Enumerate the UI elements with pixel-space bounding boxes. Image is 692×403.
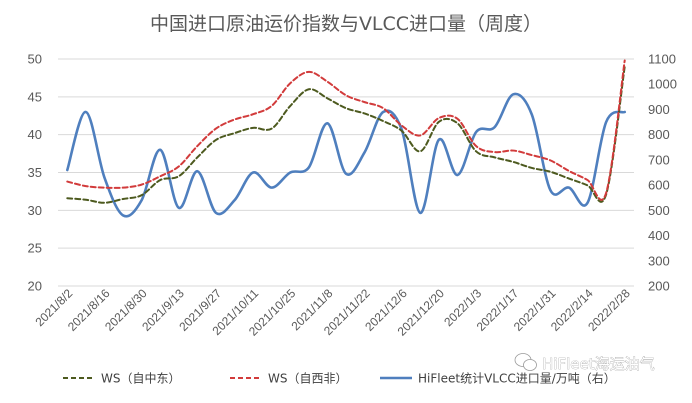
left-tick-label: 45 [28, 89, 42, 104]
right-tick-label: 1000 [648, 77, 677, 92]
left-tick-label: 40 [28, 127, 42, 142]
series-line-2 [65, 92, 627, 218]
right-tick-label: 1100 [648, 52, 676, 67]
watermark-text: HiFleet海运油气 [542, 355, 655, 373]
right-tick-label: 700 [648, 152, 670, 167]
series-line-1 [66, 59, 626, 201]
right-tick-label: 800 [648, 127, 670, 142]
right-tick-label: 500 [648, 203, 670, 218]
legend-label-2: HiFleet统计VLCC进口量/万吨（右） [418, 371, 616, 386]
right-axis-ticks: 200 300 400 500 600 700 800 900 1000 1100 [648, 52, 677, 294]
chart-title: 中国进口原油运价指数与VLCC进口量（周度） [150, 13, 542, 35]
legend-label-0: WS（自中东） [101, 371, 180, 386]
gridlines [58, 58, 634, 287]
right-tick-label: 300 [648, 253, 670, 268]
left-tick-label: 30 [28, 203, 42, 218]
right-tick-label: 200 [648, 279, 670, 294]
legend-label-1: WS（自西非） [268, 372, 347, 386]
legend: WS（自中东） WS（自西非） HiFleet统计VLCC进口量/万吨（右） [63, 371, 616, 386]
left-tick-label: 35 [28, 165, 42, 180]
watermark: HiFleet海运油气 [514, 353, 655, 373]
wechat-icon [514, 353, 537, 371]
right-tick-label: 600 [648, 178, 670, 193]
right-tick-label: 400 [648, 228, 670, 243]
left-tick-label: 50 [28, 52, 42, 67]
right-tick-label: 900 [648, 102, 670, 117]
series-layer [65, 59, 627, 218]
left-axis-ticks: 20 25 30 35 40 45 50 [28, 52, 42, 294]
left-tick-label: 20 [28, 279, 42, 294]
series-line-0 [66, 65, 626, 204]
left-tick-label: 25 [28, 241, 42, 256]
